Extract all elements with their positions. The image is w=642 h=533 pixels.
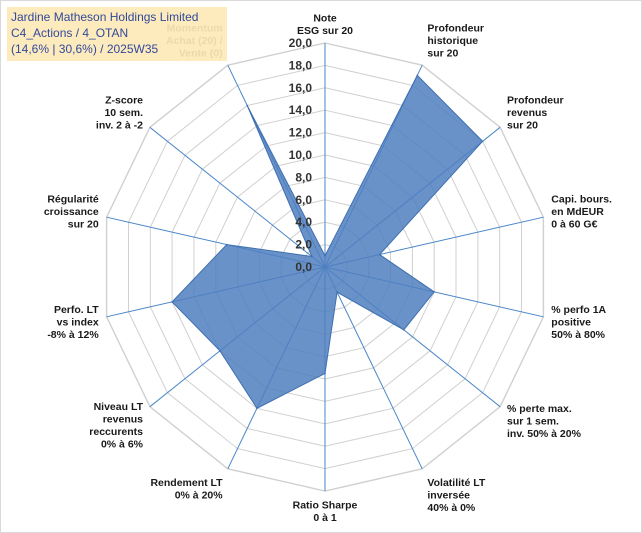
axis-label: Niveau LT revenus reccurents 0% à 6% xyxy=(89,401,143,451)
axis-label: % perfo 1A positive 50% à 80% xyxy=(551,304,606,341)
category-label: C4_Actions / 4_OTAN xyxy=(11,26,129,40)
data-point xyxy=(336,291,338,294)
axis-label: Capi. bours. en MdEUR 0 à 60 G€ xyxy=(551,194,612,231)
data-point xyxy=(171,301,173,303)
chart-title-box: Jardine Matheson Holdings Limited C4_Act… xyxy=(7,7,227,61)
data-point xyxy=(225,243,228,246)
data-point xyxy=(481,140,484,143)
data-point xyxy=(246,104,248,107)
axis-label: Profondeur historique sur 20 xyxy=(427,23,484,60)
axis-label: Ratio Sharpe 0 à 1 xyxy=(293,500,358,525)
axis-label: Profondeur revenus sur 20 xyxy=(507,94,564,131)
data-point xyxy=(416,74,419,77)
axis-label: Note ESG sur 20 xyxy=(297,13,353,38)
data-point xyxy=(378,253,381,256)
tick-label: 2,0 xyxy=(295,238,312,252)
tick-label: 4,0 xyxy=(295,215,312,229)
data-point xyxy=(256,407,258,410)
tick-label: 6,0 xyxy=(295,193,312,207)
radial-axis-ticks: 0,0 2,0 4,0 6,0 8,0 10,0 12,0 14,0 16,0 18,0 20,0 xyxy=(289,36,313,274)
company-name: Jardine Matheson Holdings Limited xyxy=(11,10,199,24)
tick-label: 0,0 xyxy=(295,260,312,274)
data-point xyxy=(219,350,221,352)
tick-label: 12,0 xyxy=(289,126,313,140)
period-label: (14,6% | 30,6%) / 2025W35 xyxy=(11,42,159,56)
data-point xyxy=(324,255,326,257)
data-point xyxy=(403,329,405,331)
axis-spoke xyxy=(324,266,423,470)
axis-label: Z-score 10 sem. inv. 2 à -2 xyxy=(96,94,143,131)
data-point xyxy=(324,372,326,375)
tick-label: 18,0 xyxy=(289,58,313,72)
tick-label: 14,0 xyxy=(289,103,313,117)
tick-label: 20,0 xyxy=(289,36,313,50)
axis-label: % perte max. sur 1 sem. inv. 50% à 20% xyxy=(507,403,582,440)
radar-series xyxy=(171,74,484,410)
axis-label: Perfo. LT vs index -8% à 12% xyxy=(47,304,99,341)
axis-label: Volatilité LT inversée 40% à 0% xyxy=(427,477,486,514)
tick-label: 16,0 xyxy=(289,81,313,95)
data-point xyxy=(311,255,313,258)
tick-label: 8,0 xyxy=(295,170,312,184)
axis-labels: Note ESG sur 20 Profondeur historique sur 20… xyxy=(44,13,612,525)
axis-label: Régularité croissance sur 20 xyxy=(44,194,99,231)
axis-spoke xyxy=(149,126,326,268)
tick-label: 10,0 xyxy=(289,148,313,162)
data-point xyxy=(433,291,436,293)
axis-label: Rendement LT 0% à 20% xyxy=(150,477,223,502)
